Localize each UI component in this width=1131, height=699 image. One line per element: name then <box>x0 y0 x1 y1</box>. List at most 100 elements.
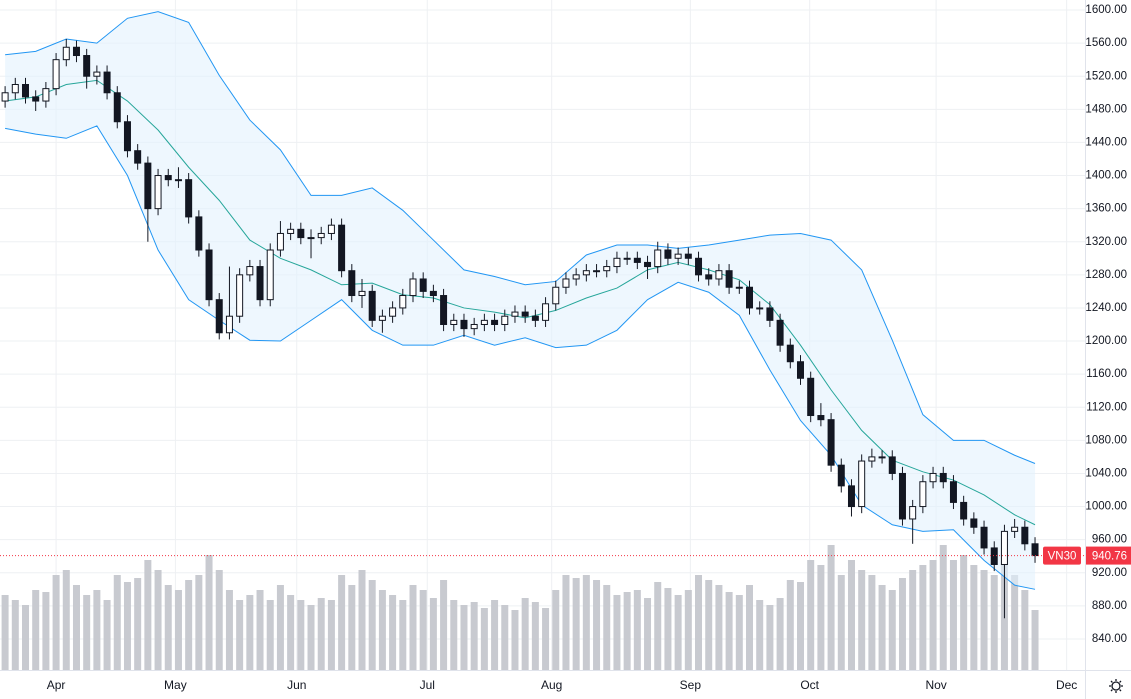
volume-bar <box>909 570 917 670</box>
candle-body <box>817 415 825 421</box>
volume-bar <box>389 595 397 670</box>
candle-body <box>970 518 978 528</box>
candle-body <box>348 270 356 297</box>
volume-bar <box>256 590 264 670</box>
volume-bar <box>93 590 101 670</box>
candle-body <box>684 253 692 259</box>
candle-body <box>429 290 437 297</box>
volume-bar <box>185 580 193 670</box>
y-tick-label: 1520.00 <box>1085 70 1127 82</box>
candle-body <box>11 83 19 94</box>
y-tick-label: 1600.00 <box>1085 4 1127 16</box>
candle-body <box>225 315 233 334</box>
volume-bar <box>980 570 988 670</box>
candle-body <box>297 228 305 239</box>
candle-body <box>807 377 815 417</box>
y-tick-label: 1480.00 <box>1085 103 1127 115</box>
volume-bar <box>276 585 284 670</box>
candle-body <box>62 46 70 61</box>
volume-bar <box>888 590 896 670</box>
volume-bar <box>674 595 682 670</box>
x-tick-label: Jul <box>420 678 435 692</box>
candle-body <box>654 249 662 268</box>
volume-bar <box>460 605 468 670</box>
candle-body <box>470 323 478 330</box>
volume-bar <box>419 590 427 670</box>
candle-body <box>582 270 590 276</box>
candle-body <box>796 361 804 379</box>
candle-body <box>776 319 784 346</box>
volume-bar <box>603 585 611 670</box>
candle-body <box>1011 526 1019 532</box>
y-tick-label: 1400.00 <box>1085 170 1127 182</box>
volume-bar <box>491 600 499 670</box>
volume-bar <box>409 585 417 670</box>
volume-bar <box>705 580 713 670</box>
volume-bar <box>725 592 733 670</box>
candle-body <box>562 278 570 288</box>
volume-bar <box>827 545 835 670</box>
volume-bar <box>225 590 233 670</box>
volume-bar <box>440 580 448 670</box>
y-tick-label: 1280.00 <box>1085 269 1127 281</box>
candle-body <box>52 59 60 90</box>
volume-bar <box>429 598 437 670</box>
volume-bar <box>266 600 274 670</box>
volume-bar <box>154 570 162 670</box>
volume-bar <box>949 560 957 670</box>
volume-bar <box>307 605 315 670</box>
candle-body <box>266 249 274 301</box>
volume-bar <box>1031 610 1039 670</box>
candle-body <box>134 150 142 164</box>
symbol-badge <box>1043 546 1081 565</box>
candle-body <box>888 456 896 474</box>
candle-body <box>847 485 855 508</box>
volume-bar <box>582 575 590 670</box>
volume-bar <box>878 585 886 670</box>
candle-body <box>1000 530 1008 565</box>
candle-body <box>276 232 284 251</box>
volume-bar <box>62 570 70 670</box>
band-fill <box>5 11 1036 590</box>
volume-bar <box>103 600 111 670</box>
candle-body <box>21 83 29 98</box>
volume-bar <box>72 585 80 670</box>
y-tick-label: 1240.00 <box>1085 302 1127 314</box>
volume-bar <box>11 600 19 670</box>
volume-bar <box>695 575 703 670</box>
volume-bar <box>746 585 754 670</box>
candle-body <box>552 286 560 305</box>
candle-body <box>450 319 458 325</box>
candle-body <box>1021 526 1029 545</box>
volume-bar <box>735 595 743 670</box>
volume-bar <box>633 590 641 670</box>
candle-body <box>949 481 957 503</box>
volume-bar <box>715 585 723 670</box>
candle-body <box>368 290 376 321</box>
volume-bar <box>195 575 203 670</box>
candle-body <box>42 88 50 102</box>
volume-bar <box>684 590 692 670</box>
candle-body <box>960 501 968 520</box>
candle-body <box>1031 543 1039 557</box>
volume-bar <box>246 595 254 670</box>
volume-bar <box>776 598 784 670</box>
volume-bar <box>1021 590 1029 670</box>
volume-bar <box>21 605 29 670</box>
candle-body <box>317 232 325 239</box>
candle-body <box>419 278 427 292</box>
x-tick-label: Dec <box>1056 678 1077 692</box>
y-tick-label: 1040.00 <box>1085 467 1127 479</box>
volume-bar <box>348 585 356 670</box>
volume-bar <box>317 598 325 670</box>
volume-bar <box>215 570 223 670</box>
volume-bar <box>664 588 672 670</box>
candle-body <box>144 162 152 210</box>
candle-body <box>868 456 876 462</box>
candle-body <box>593 270 601 273</box>
y-tick-label: 1000.00 <box>1085 501 1127 513</box>
settings-icon[interactable] <box>1109 679 1123 693</box>
volume-bar <box>327 600 335 670</box>
candle-body <box>725 270 733 288</box>
candle-body <box>878 456 886 459</box>
